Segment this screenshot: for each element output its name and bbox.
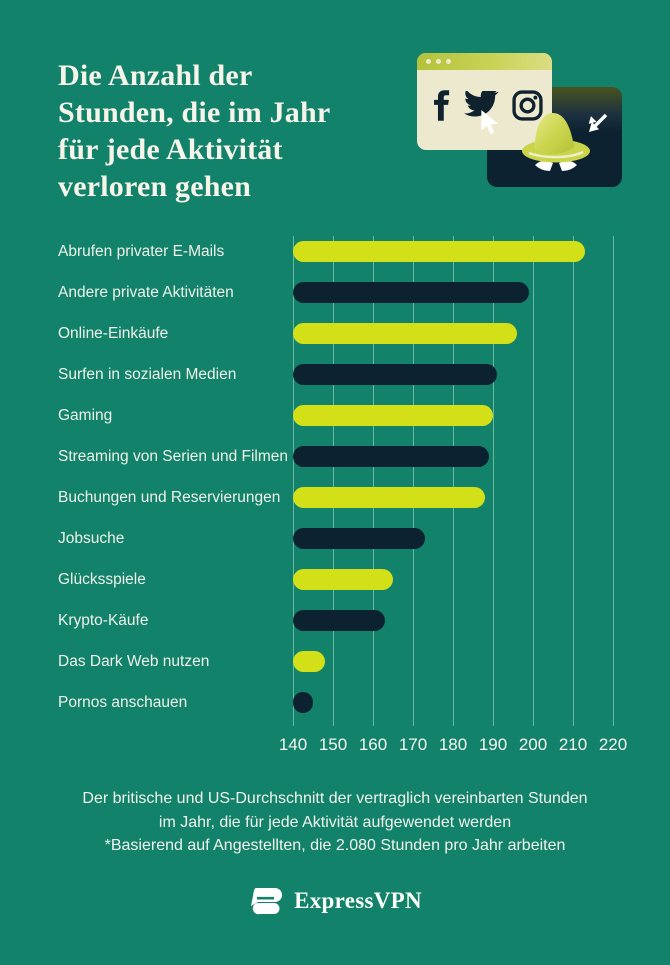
axis-tick-label: 170: [398, 735, 428, 754]
category-label: Surfen in sozialen Medien: [58, 366, 237, 383]
bar: [293, 487, 485, 508]
title-line-3: für jede Aktivität: [58, 133, 283, 166]
category-label: Das Dark Web nutzen: [58, 653, 210, 670]
window-dot: [426, 59, 431, 64]
title-line-4: verloren gehen: [58, 170, 252, 203]
gridline-180: [452, 236, 454, 726]
bar: [293, 610, 385, 631]
gridline-170: [412, 236, 414, 726]
category-label: Andere private Aktivitäten: [58, 284, 234, 301]
category-label: Buchungen und Reservierungen: [58, 489, 281, 506]
bar: [293, 405, 493, 426]
category-label: Jobsuche: [58, 530, 125, 547]
category-label: Streaming von Serien und Filmen: [58, 448, 289, 465]
gridline-210: [572, 236, 574, 726]
bar: [293, 282, 529, 303]
spy-eyes-icon: [535, 160, 577, 171]
twitter-icon: [464, 91, 499, 117]
category-label: Online-Einkäufe: [58, 325, 169, 342]
chart-caption: Der britische und US-Durchschnitt der ve…: [0, 787, 670, 858]
window-dot: [446, 59, 451, 64]
spy-hat-icon: [522, 112, 590, 163]
brand-wordmark: ExpressVPN: [294, 888, 422, 913]
page-title: Die Anzahl der Stunden, die im Jahr für …: [58, 57, 388, 205]
caption-line-1: Der britische und US-Durchschnitt der ve…: [82, 790, 588, 807]
category-label: Gaming: [58, 407, 113, 424]
bar: [293, 569, 393, 590]
gridline-160: [372, 236, 374, 726]
bar: [293, 528, 425, 549]
bar: [293, 364, 497, 385]
category-label: Krypto-Käufe: [58, 612, 149, 629]
title-line-1: Die Anzahl der: [58, 59, 253, 92]
axis-tick-label: 140: [278, 735, 308, 754]
instagram-icon: [512, 90, 543, 121]
social-icons-row: [432, 89, 552, 122]
gridline-140: [292, 236, 294, 726]
cursor-arrow-icon: [588, 113, 608, 132]
gridline-200: [532, 236, 534, 726]
axis-tick-label: 180: [438, 735, 468, 754]
category-label: Abrufen privater E-Mails: [58, 243, 225, 260]
bar: [293, 323, 517, 344]
category-label: Pornos anschauen: [58, 694, 188, 711]
expressvpn-logo-icon: [251, 888, 283, 915]
axis-tick-label: 210: [558, 735, 588, 754]
title-line-2: Stunden, die im Jahr: [58, 96, 331, 129]
window-dot: [436, 59, 441, 64]
facebook-icon: [434, 90, 450, 121]
axis-tick-label: 160: [358, 735, 388, 754]
gridline-190: [492, 236, 494, 726]
brand-lockup: ExpressVPN: [0, 883, 670, 919]
bar: [293, 241, 585, 262]
axis-tick-label: 190: [478, 735, 508, 754]
category-label: Glücksspiele: [58, 571, 146, 588]
axis-tick-label: 150: [318, 735, 348, 754]
caption-line-3: *Basierend auf Angestellten, die 2.080 S…: [104, 837, 566, 854]
bar: [293, 692, 313, 713]
axis-tick-label: 200: [518, 735, 548, 754]
gridline-220: [612, 236, 614, 726]
cursor-arrow-icon: [481, 110, 499, 135]
browser-window: [417, 53, 552, 150]
browser-titlebar: [417, 53, 552, 70]
bar: [293, 446, 489, 467]
axis-tick-label: 220: [598, 735, 628, 754]
bar: [293, 651, 325, 672]
caption-line-2: im Jahr, die für jede Aktivität aufgewen…: [158, 813, 512, 831]
gridline-150: [332, 236, 334, 726]
